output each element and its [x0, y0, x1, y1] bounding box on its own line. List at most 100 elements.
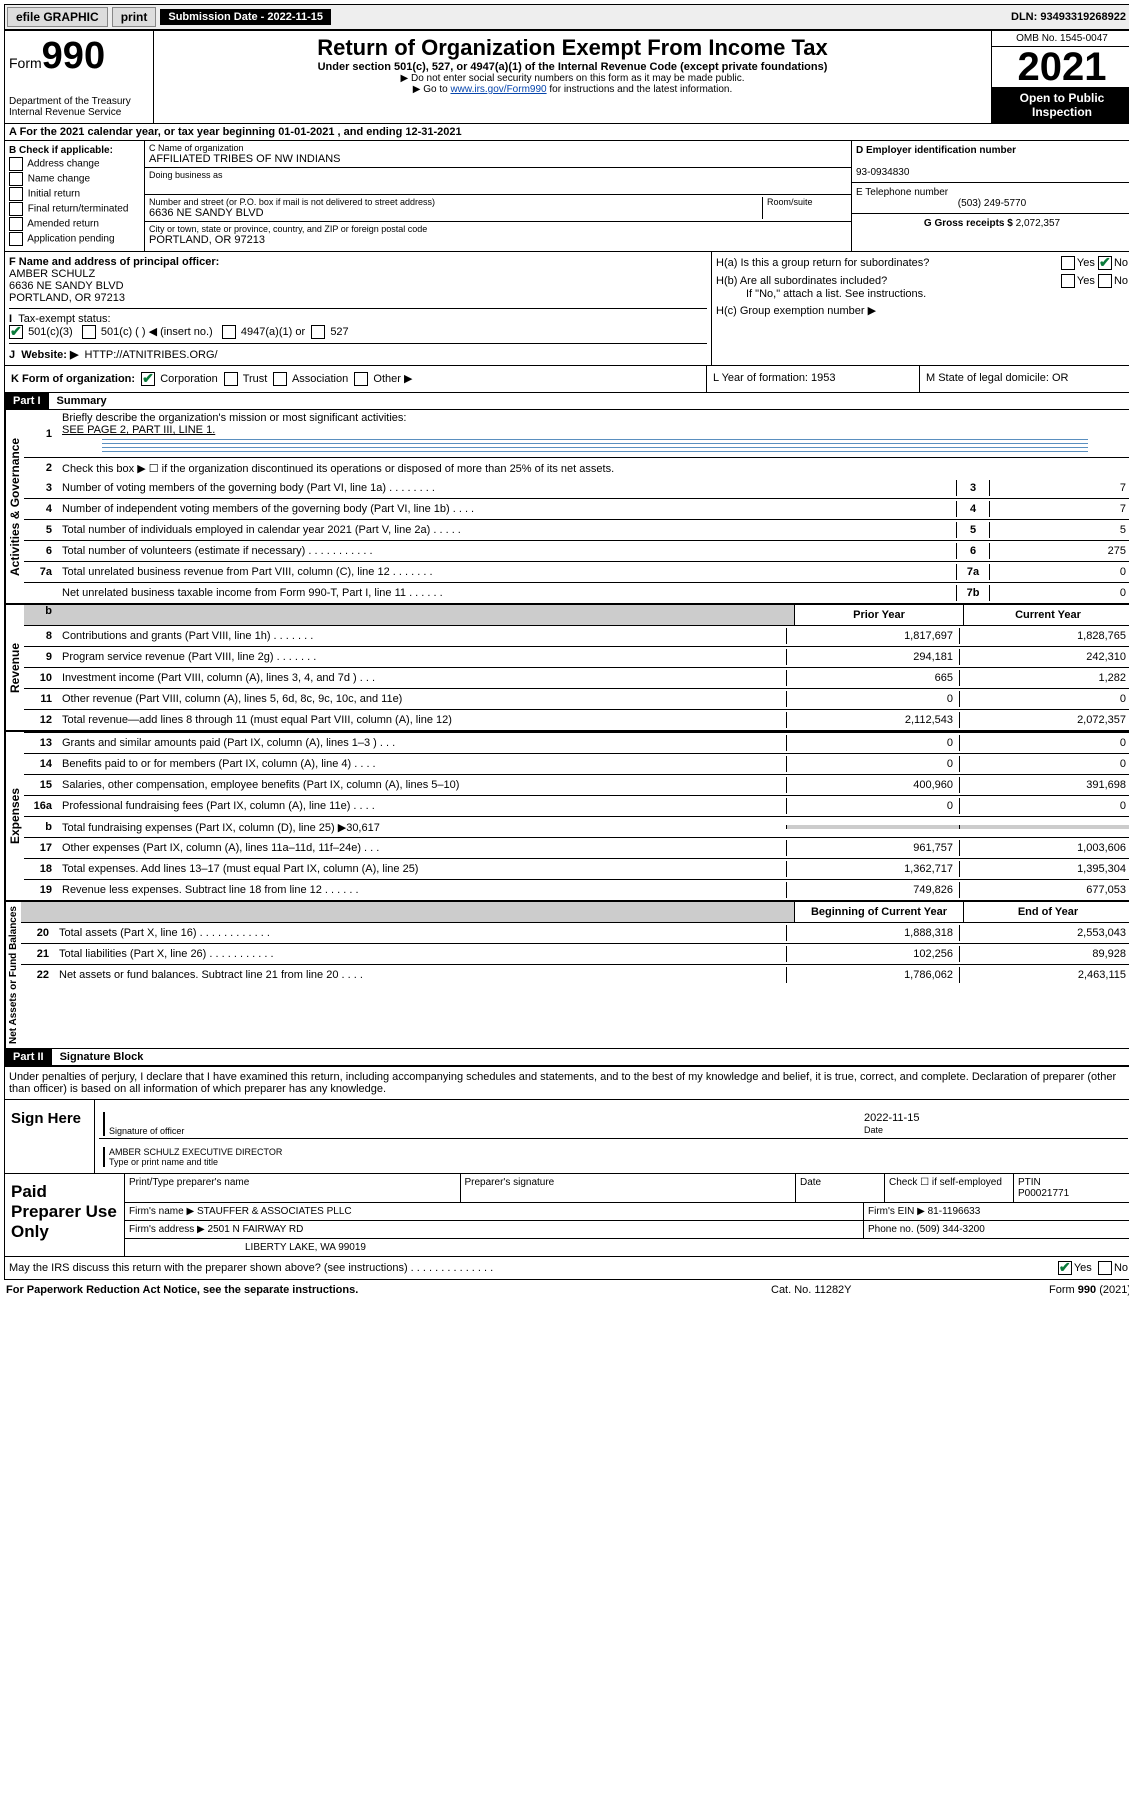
row-a-text: A For the 2021 calendar year, or tax yea…: [9, 126, 462, 138]
row-klm: K Form of organization: Corporation Trus…: [4, 366, 1129, 393]
hdr-curr: Current Year: [963, 605, 1129, 625]
data-line: 12Total revenue—add lines 8 through 11 (…: [24, 709, 1129, 730]
left-fij: F Name and address of principal officer:…: [5, 252, 712, 365]
hc-label: H(c) Group exemption number ▶: [716, 304, 1128, 317]
i-501c: 501(c) ( ) ◀ (insert no.): [101, 326, 213, 338]
vlabel-net: Net Assets or Fund Balances: [5, 902, 21, 1048]
top-bar: efile GRAPHIC print Submission Date - 20…: [4, 4, 1129, 30]
sig-name: AMBER SCHULZ EXECUTIVE DIRECTOR: [109, 1147, 282, 1157]
hb-note: If "No," attach a list. See instructions…: [716, 288, 1128, 300]
k-trust-label: Trust: [243, 373, 268, 385]
chk-label-2: Initial return: [28, 189, 80, 200]
ha-yes-label: Yes: [1077, 257, 1095, 269]
efile-label: efile GRAPHIC: [7, 7, 108, 27]
tel-label: E Telephone number: [856, 187, 948, 198]
k-assoc[interactable]: [273, 372, 287, 386]
gov-line: Net unrelated business taxable income fr…: [24, 582, 1129, 603]
irs-label: Internal Revenue Service: [9, 107, 149, 118]
tax-year: 2021: [992, 47, 1129, 87]
ha-yes[interactable]: [1061, 256, 1075, 270]
gov-line: 3Number of voting members of the governi…: [24, 478, 1129, 498]
chk-label-4: Amended return: [27, 219, 99, 230]
i-527: 527: [330, 326, 348, 338]
chk-501c3[interactable]: [9, 325, 23, 339]
chk-527[interactable]: [311, 325, 325, 339]
paid-preparer-label: Paid Preparer Use Only: [5, 1174, 125, 1256]
gross-value: 2,072,357: [1016, 218, 1061, 229]
discuss-label: May the IRS discuss this return with the…: [9, 1262, 1058, 1274]
gov-line: 6Total number of volunteers (estimate if…: [24, 540, 1129, 561]
discuss-no[interactable]: [1098, 1261, 1112, 1275]
col-b-checkboxes: B Check if applicable: Address change Na…: [5, 141, 145, 251]
discuss-yes-label: Yes: [1074, 1262, 1092, 1274]
chk-4947[interactable]: [222, 325, 236, 339]
open-public: Open to Public Inspection: [992, 87, 1129, 123]
k-other[interactable]: [354, 372, 368, 386]
website-url: HTTP://ATNITRIBES.ORG/: [85, 349, 218, 361]
chk-name-change[interactable]: [9, 172, 23, 186]
i-4947: 4947(a)(1) or: [241, 326, 305, 338]
sig-name-label: Type or print name and title: [109, 1157, 218, 1167]
hb-yes-label: Yes: [1077, 275, 1095, 287]
header-right: OMB No. 1545-0047 2021 Open to Public In…: [991, 31, 1129, 123]
chk-label-5: Application pending: [27, 234, 114, 245]
data-line: 18Total expenses. Add lines 13–17 (must …: [24, 858, 1129, 879]
footer-mid: Cat. No. 11282Y: [771, 1284, 971, 1296]
k-trust[interactable]: [224, 372, 238, 386]
hdr-end: End of Year: [963, 902, 1129, 922]
prep-sig-label: Preparer's signature: [461, 1174, 797, 1202]
declaration-text: Under penalties of perjury, I declare th…: [5, 1067, 1129, 1099]
chk-amended[interactable]: [9, 217, 23, 231]
form-note2: ▶ Go to www.irs.gov/Form990 for instruct…: [158, 84, 987, 95]
part1-hdr: Part I: [5, 393, 49, 409]
l-year: L Year of formation: 1953: [706, 366, 919, 392]
summary-governance: Activities & Governance 1 Briefly descri…: [5, 410, 1129, 603]
data-line: 11Other revenue (Part VIII, column (A), …: [24, 688, 1129, 709]
firm-name: STAUFFER & ASSOCIATES PLLC: [197, 1206, 352, 1217]
data-line: 20Total assets (Part X, line 16) . . . .…: [21, 922, 1129, 943]
discuss-no-label: No: [1114, 1262, 1128, 1274]
date-label: Date: [864, 1125, 883, 1135]
data-line: 22Net assets or fund balances. Subtract …: [21, 964, 1129, 985]
hb-yes[interactable]: [1061, 274, 1075, 288]
hb-no-label: No: [1114, 275, 1128, 287]
data-line: 10Investment income (Part VIII, column (…: [24, 667, 1129, 688]
l1-label: Briefly describe the organization's miss…: [62, 412, 406, 424]
i-501c3: 501(c)(3): [28, 326, 73, 338]
chk-application-pending[interactable]: [9, 232, 23, 246]
prep-name-label: Print/Type preparer's name: [125, 1174, 461, 1202]
k-assoc-label: Association: [292, 373, 348, 385]
header-mid: Return of Organization Exempt From Incom…: [154, 31, 991, 123]
instructions-link[interactable]: www.irs.gov/Form990: [450, 84, 546, 95]
k-corp[interactable]: [141, 372, 155, 386]
note2-pre: ▶ Go to: [413, 84, 451, 95]
k-other-label: Other ▶: [373, 373, 412, 385]
row-a-period: A For the 2021 calendar year, or tax yea…: [4, 124, 1129, 141]
chk-address-change[interactable]: [9, 157, 23, 171]
data-line: 17Other expenses (Part IX, column (A), l…: [24, 837, 1129, 858]
ptin-value: P00021771: [1018, 1188, 1069, 1199]
name-label: C Name of organization: [149, 143, 847, 153]
summary-revenue: Revenue b Prior Year Current Year 8Contr…: [5, 603, 1129, 730]
row-fghij: F Name and address of principal officer:…: [4, 252, 1129, 366]
ha-no-label: No: [1114, 257, 1128, 269]
firm-name-label: Firm's name ▶: [129, 1206, 194, 1217]
data-line: 21Total liabilities (Part X, line 26) . …: [21, 943, 1129, 964]
m-state: M State of legal domicile: OR: [919, 366, 1129, 392]
l1-value: SEE PAGE 2, PART III, LINE 1.: [62, 424, 215, 436]
form-header: Form990 Department of the Treasury Inter…: [4, 30, 1129, 124]
chk-initial-return[interactable]: [9, 187, 23, 201]
org-info-grid: B Check if applicable: Address change Na…: [4, 141, 1129, 252]
chk-final-return[interactable]: [9, 202, 23, 216]
hb-no[interactable]: [1098, 274, 1112, 288]
data-line: 19Revenue less expenses. Subtract line 1…: [24, 879, 1129, 900]
chk-501c[interactable]: [82, 325, 96, 339]
signature-section: Under penalties of perjury, I declare th…: [4, 1067, 1129, 1280]
ha-no[interactable]: [1098, 256, 1112, 270]
print-button[interactable]: print: [112, 7, 157, 27]
part2-hdr: Part II: [5, 1049, 52, 1065]
form-prefix: Form: [9, 55, 42, 71]
sign-here-label: Sign Here: [5, 1100, 95, 1173]
discuss-yes[interactable]: [1058, 1261, 1072, 1275]
sig-officer-label: Signature of officer: [109, 1126, 184, 1136]
